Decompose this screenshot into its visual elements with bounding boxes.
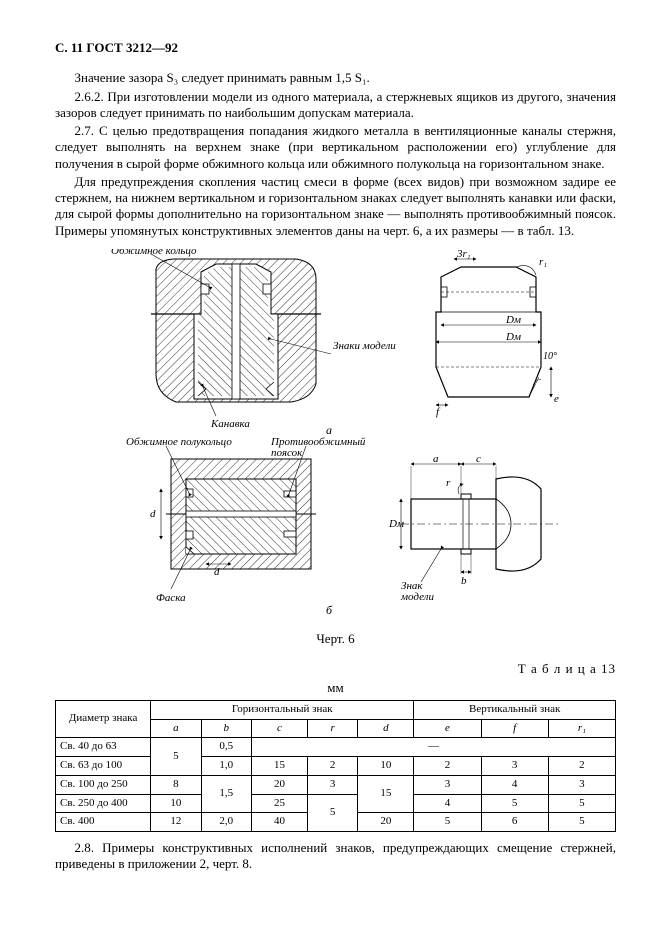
svg-text:Dм: Dм [505, 331, 521, 343]
th-diameter: Диаметр знака [56, 700, 151, 738]
th-r1: r₁ [548, 719, 615, 738]
figure-6: Обжимное кольцо Знаки модели Канавка 3r₁… [55, 249, 616, 623]
svg-text:f: f [436, 406, 441, 418]
th-a: a [151, 719, 201, 738]
th-f: f [481, 719, 548, 738]
svg-text:Канавка: Канавка [210, 418, 250, 430]
svg-text:10°: 10° [543, 351, 557, 362]
svg-text:Фаска: Фаска [156, 592, 186, 604]
svg-text:Знакмодели: Знакмодели [400, 580, 434, 603]
svg-text:Знаки модели: Знаки модели [333, 340, 396, 352]
svg-text:e: e [554, 393, 559, 405]
svg-text:Dм: Dм [505, 314, 521, 326]
table-row: Св. 100 до 250 8 1,5 20 3 15 3 4 3 [56, 775, 616, 794]
svg-text:a: a [433, 453, 439, 465]
paragraph-4: Для предупреждения скопления частиц смес… [55, 174, 616, 239]
table-unit: мм [55, 680, 616, 696]
svg-text:а: а [326, 423, 332, 437]
th-horizontal: Горизонтальный знак [151, 700, 414, 719]
th-e: e [414, 719, 481, 738]
svg-text:c: c [476, 453, 481, 465]
table-label: Т а б л и ц а 13 [55, 661, 616, 677]
table-row: Св. 63 до 100 1,0 15 2 10 2 3 2 [56, 757, 616, 776]
figure-caption: Черт. 6 [55, 631, 616, 647]
th-c: c [251, 719, 307, 738]
svg-text:Обжимное кольцо: Обжимное кольцо [111, 249, 197, 257]
svg-text:б: б [326, 603, 333, 617]
svg-text:d: d [150, 508, 156, 520]
svg-text:Dм: Dм [388, 518, 404, 530]
svg-text:d: d [214, 566, 220, 578]
svg-text:r: r [446, 477, 451, 489]
page-header: С. 11 ГОСТ 3212—92 [55, 40, 616, 56]
svg-text:r₁: r₁ [539, 256, 547, 268]
paragraph-3: 2.7. С целью предотвращения попадания жи… [55, 123, 616, 172]
table-13: Диаметр знака Горизонтальный знак Вертик… [55, 700, 616, 832]
th-d: d [358, 719, 414, 738]
paragraph-5: 2.8. Примеры конструктивных исполнений з… [55, 840, 616, 873]
table-row: Св. 250 до 400 10 25 5 4 5 5 [56, 794, 616, 813]
th-b: b [201, 719, 251, 738]
svg-text:b: b [461, 575, 467, 587]
svg-text:3r₁: 3r₁ [456, 249, 471, 260]
paragraph-2: 2.6.2. При изготовлении модели из одного… [55, 89, 616, 122]
svg-text:Обжимное полукольцо: Обжимное полукольцо [126, 436, 232, 448]
paragraph-1: Значение зазора S₃ следует принимать рав… [55, 70, 616, 86]
th-r: r [307, 719, 357, 738]
table-row: Св. 40 до 63 5 0,5 — [56, 738, 616, 757]
th-vertical: Вертикальный знак [414, 700, 616, 719]
svg-text:Противообжимныйпоясок: Противообжимныйпоясок [270, 436, 366, 459]
